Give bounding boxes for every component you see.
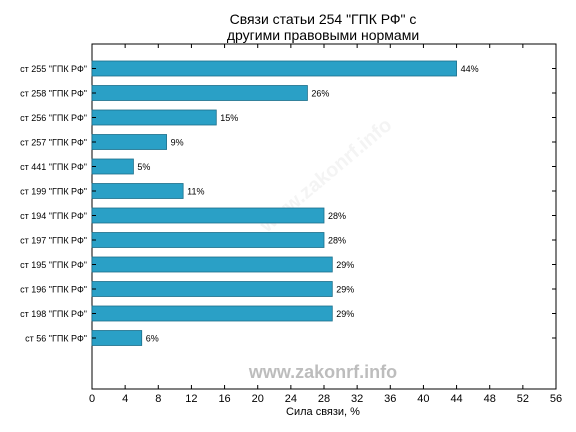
x-tick-label: 28 [318,393,330,405]
data-label: 15% [220,113,238,123]
data-label: 29% [336,309,354,319]
x-axis-label: Сила связи, % [286,406,360,418]
data-label: 6% [146,334,159,344]
data-label-group: 44% 26% 15% 9% 5% 11% 28% 28% 29% 29% 29% 6% [137,64,478,344]
x-tick-label: 36 [384,393,396,405]
x-tick-label: 56 [550,393,562,405]
watermark-text: www.zakonrf.info [248,362,397,382]
bar [91,109,217,126]
data-label: 9% [171,138,184,148]
data-label: 44% [461,64,479,74]
category-label: ст 194 "ГПК РФ" [20,211,87,221]
bar [91,256,333,273]
data-label: 5% [137,162,150,172]
category-label: ст 56 "ГПК РФ" [25,334,87,344]
x-tick-label: 8 [155,393,161,405]
category-label: ст 258 "ГПК РФ" [20,89,87,99]
data-label: 11% [187,187,204,197]
bar [91,85,308,101]
chart-title-line-1: Связи статьи 254 "ГПК РФ" с [230,11,417,27]
category-label: ст 255 "ГПК РФ" [20,64,87,74]
bar [91,281,333,297]
x-tick-label: 32 [351,393,363,405]
category-label: ст 197 "ГПК РФ" [20,236,87,246]
category-label: ст 199 "ГПК РФ" [20,187,87,197]
data-label: 26% [311,89,329,99]
data-label: 28% [328,211,346,221]
x-tick-label: 44 [450,393,462,405]
data-label: 29% [336,260,354,270]
bar [91,158,134,175]
bar [91,305,333,322]
bar [91,183,184,199]
category-label: ст 441 "ГПК РФ" [20,162,87,172]
bar [91,232,325,248]
category-label: ст 198 "ГПК РФ" [20,309,87,319]
x-tick-label: 52 [517,393,529,405]
x-tick-label: 20 [252,393,264,405]
bar [91,60,457,77]
x-tick-label: 24 [285,393,297,405]
category-label: ст 257 "ГПК РФ" [20,138,87,148]
bar [91,330,143,346]
x-tick-label: 48 [484,393,496,405]
category-label: ст 256 "ГПК РФ" [20,113,87,123]
bar-group [91,60,457,346]
chart-title-line-2: другими правовыми нормами [227,27,419,43]
category-label: ст 196 "ГПК РФ" [20,285,87,295]
x-tick-label: 4 [122,393,128,405]
data-label: 29% [336,285,354,295]
x-tick-label: 0 [89,393,95,405]
x-tick-label: 16 [218,393,230,405]
tick-group: 0 4 8 12 16 20 24 28 32 36 40 44 48 52 56 [89,44,562,405]
bar [91,134,167,150]
x-tick-label: 40 [417,393,429,405]
category-label: ст 195 "ГПК РФ" [20,260,87,270]
data-label: 28% [328,236,346,246]
bar [91,207,325,224]
x-tick-label: 12 [185,393,197,405]
category-label-group: ст 255 "ГПК РФ" ст 258 "ГПК РФ" ст 256 "ГП… [20,64,87,344]
